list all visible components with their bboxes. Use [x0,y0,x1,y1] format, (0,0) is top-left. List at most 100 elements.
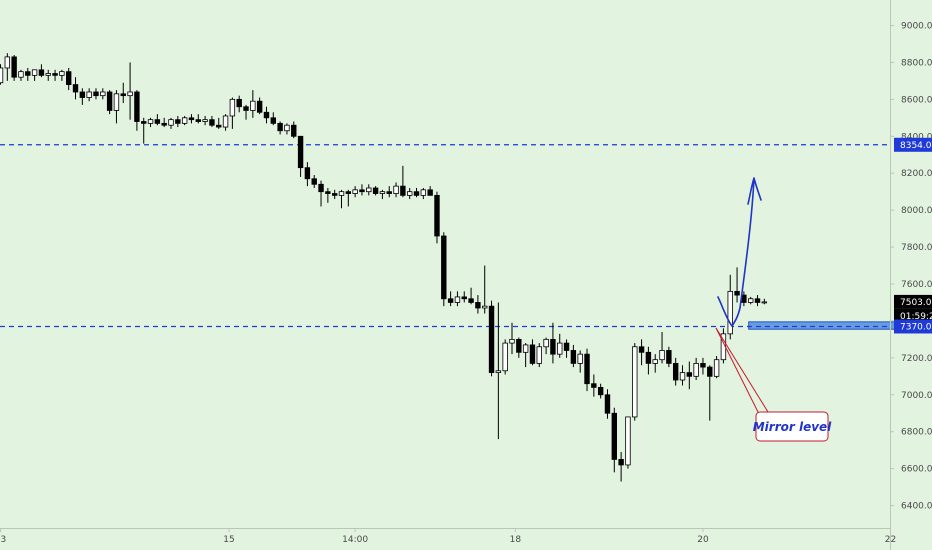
candle [38,64,45,78]
candle-body [672,362,679,381]
candle-body [25,71,31,76]
candle-body [209,119,215,126]
candle [447,291,454,307]
candle-body [31,69,38,76]
candle [754,295,761,307]
countdown-tag: 01:59:24 [900,312,932,322]
candle [372,186,379,196]
candle [202,115,208,126]
candle-body [229,98,236,117]
candle-body [45,73,51,76]
candle-body [652,359,658,364]
candle-body [666,350,672,364]
candle [52,69,58,81]
candle [393,182,399,198]
candle-body [284,124,290,132]
candle-body [236,98,242,108]
candle-body [727,290,733,335]
candle-body [11,56,17,78]
x-axis-ticks: 131514:0018202214:00252729Dec [0,528,896,545]
candle-body [222,115,229,128]
candle-body [502,342,508,372]
candle [700,357,706,375]
y-tick-label: 6600.0 [901,465,932,475]
candle-body [134,91,140,122]
candle [325,187,331,203]
candle [93,88,99,100]
candle-body [256,100,263,113]
candle [597,383,604,399]
candle [666,346,672,368]
countdown-tag-bg [894,308,932,323]
candle-body [243,106,249,111]
candle [427,186,433,196]
candle-body [693,362,699,377]
candle [45,69,51,81]
candle-body [550,338,556,355]
candle [106,90,113,115]
candle-body [454,296,461,303]
drawn-annotations: Mirror level [715,177,832,442]
callout-label: Mirror level [753,420,832,434]
candle-body [597,386,604,396]
projection-arrow [717,177,762,327]
candle [18,69,24,81]
candle-body [434,194,440,237]
candle-body [604,394,611,414]
candle-body [659,350,665,361]
candle [291,121,297,139]
candle-body [100,91,106,97]
candle-body [754,298,761,303]
candle-body [195,119,201,122]
candle [454,291,461,307]
candle-body [393,185,399,194]
y-tick-label: 8000.0 [901,206,932,216]
candle [345,189,352,207]
candle [625,416,631,469]
candle [338,189,345,209]
y-tick-label: 8400.0 [901,132,932,142]
candle-body [679,372,686,381]
candle [331,189,338,200]
candle-body [318,183,324,193]
callout-leader [715,327,769,413]
candle [25,67,31,81]
candle [216,117,222,129]
candle-body [625,416,631,466]
candle [318,180,324,207]
candle [536,343,542,368]
candle-body [591,383,597,388]
candle [761,298,768,305]
candle-body [584,353,590,385]
candle-body [113,93,120,111]
candle [297,135,304,177]
candle-body [557,342,563,355]
candle [488,300,495,377]
candle-body [427,189,433,196]
candle [284,123,290,135]
candle [563,339,570,358]
candle-body [536,346,542,364]
x-tick-label: 18 [510,535,522,545]
candle [645,346,652,375]
candle [475,295,481,314]
candle-body [325,191,331,194]
candle-body [366,187,372,193]
candle-body [216,124,222,128]
candle-body [400,185,406,196]
candle-body [406,191,413,196]
candle-body [4,56,11,69]
candle [618,452,624,482]
candle-body [748,298,754,303]
candle-body [263,111,270,119]
candle [134,90,140,131]
candle [434,191,440,244]
y-tick-label: 7600.0 [901,280,932,290]
level-tag-lower-bg [894,319,932,334]
candle-body [461,296,467,300]
candle-body [270,117,276,124]
candle [495,302,502,440]
candle [243,104,249,120]
support-zone-rect [748,321,932,330]
